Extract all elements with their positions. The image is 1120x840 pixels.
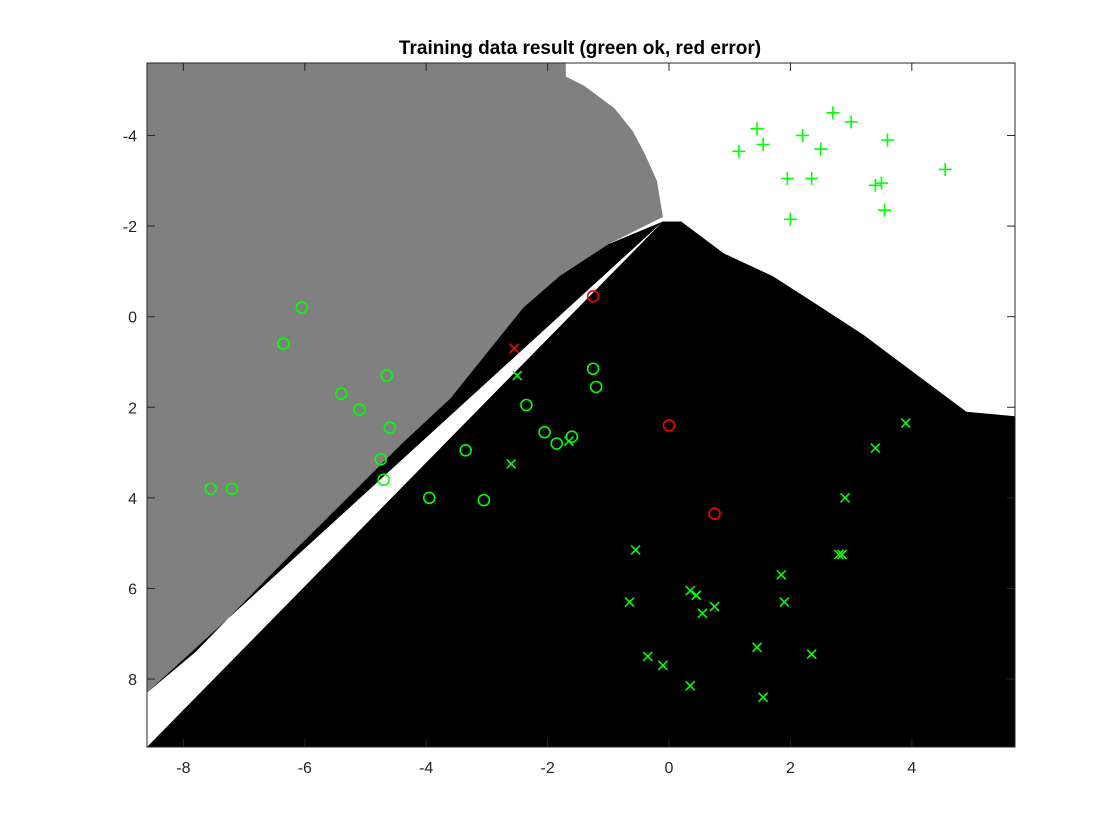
region-gray [147, 63, 663, 747]
marker-ok-cross [697, 608, 708, 619]
region-black [147, 221, 1015, 747]
marker-ok-circle [377, 473, 391, 487]
marker-ok-circle [353, 403, 366, 416]
marker-ok-plus [938, 162, 952, 176]
marker-ok-plus [805, 172, 819, 186]
marker-ok-plus [877, 203, 891, 217]
y-tick-label: 6 [128, 581, 137, 598]
marker-ok-circle [589, 380, 603, 394]
marker-ok-plus [796, 128, 810, 142]
marker-ok-cross [685, 680, 696, 691]
marker-ok-plus [814, 142, 828, 156]
marker-ok-cross [776, 569, 787, 580]
marker-ok-circle [550, 437, 564, 450]
marker-ok-circle [225, 482, 239, 496]
marker-ok-cross [563, 436, 574, 447]
marker-ok-cross [836, 549, 848, 560]
chart-title: Training data result (green ok, red erro… [399, 38, 761, 59]
x-tick-label: 0 [665, 760, 674, 777]
marker-ok-plus [756, 138, 770, 152]
marker-ok-circle [277, 337, 290, 351]
marker-ok-plus [750, 122, 764, 136]
marker-ok-cross [642, 651, 653, 662]
marker-ok-plus [881, 133, 895, 147]
data-markers [204, 106, 952, 703]
y-tick-label: 0 [128, 310, 137, 327]
x-tick-label: -6 [298, 760, 312, 777]
marker-ok-cross [657, 660, 669, 671]
marker-ok-plus [844, 115, 858, 129]
marker-ok-cross [709, 601, 720, 612]
marker-ok-circle [380, 369, 394, 382]
marker-ok-cross [691, 590, 702, 601]
x-tick-label: -2 [540, 760, 554, 777]
marker-ok-circle [477, 493, 491, 507]
marker-ok-cross [839, 492, 851, 503]
marker-ok-circle [586, 362, 600, 376]
marker-ok-circle [383, 421, 397, 434]
y-tick-label: 4 [128, 491, 137, 508]
marker-ok-cross [751, 642, 763, 653]
marker-ok-cross [630, 544, 641, 556]
marker-error-circle [586, 289, 600, 303]
marker-ok-plus [783, 212, 797, 226]
marker-ok-circle [422, 491, 436, 505]
plot-area [146, 62, 1016, 748]
marker-ok-circle [374, 453, 387, 466]
axes-box [146, 62, 1016, 748]
marker-ok-cross [506, 458, 517, 469]
y-tick-label: 8 [128, 672, 137, 689]
marker-ok-cross [779, 596, 790, 608]
marker-ok-cross [870, 442, 881, 454]
marker-ok-cross [833, 549, 845, 560]
y-tick-label: -2 [123, 219, 137, 236]
marker-ok-circle [204, 482, 218, 496]
marker-error-cross [509, 343, 520, 354]
marker-ok-circle [520, 398, 533, 412]
marker-ok-cross [900, 418, 911, 429]
marker-ok-plus [732, 144, 746, 158]
x-tick-label: -8 [176, 760, 190, 777]
marker-ok-circle [459, 443, 472, 457]
marker-ok-cross [758, 692, 769, 703]
marker-ok-circle [295, 301, 309, 314]
marker-ok-plus [874, 176, 888, 190]
marker-error-circle [708, 507, 721, 521]
marker-ok-plus [826, 106, 840, 120]
marker-ok-circle [538, 425, 551, 439]
y-axis: -4 -2 0 2 4 6 8 [123, 128, 1015, 689]
marker-ok-circle [334, 387, 348, 400]
y-tick-label: 2 [128, 400, 137, 417]
marker-ok-cross [685, 585, 696, 596]
marker-error-circle [662, 419, 676, 432]
x-axis: -8 -6 -4 -2 0 2 4 [176, 63, 916, 777]
marker-ok-circle [565, 430, 579, 444]
marker-ok-cross [806, 649, 817, 660]
marker-ok-plus [780, 172, 794, 186]
x-tick-label: 2 [786, 760, 795, 777]
y-tick-label: -4 [123, 128, 137, 145]
marker-ok-plus [868, 178, 882, 192]
marker-ok-cross [512, 370, 523, 381]
marker-ok-cross [624, 596, 635, 608]
x-tick-label: 4 [907, 760, 916, 777]
x-tick-label: -4 [419, 760, 433, 777]
